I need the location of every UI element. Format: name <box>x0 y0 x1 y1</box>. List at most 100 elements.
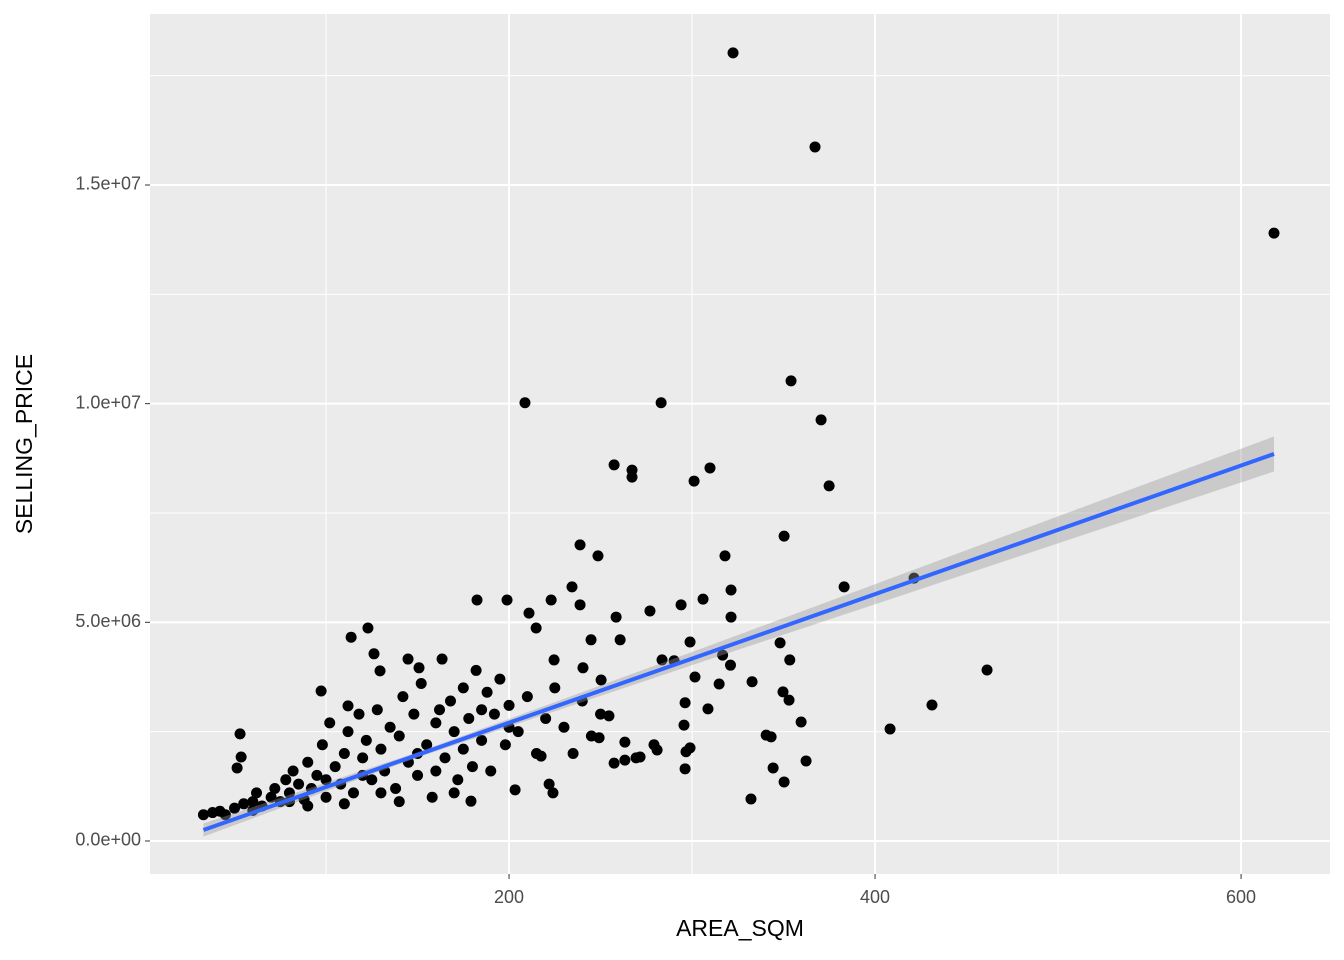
point <box>235 751 247 763</box>
point <box>725 611 737 623</box>
point <box>338 798 350 810</box>
point <box>719 550 731 562</box>
point <box>540 713 552 725</box>
point <box>371 704 383 716</box>
point <box>357 752 369 764</box>
point <box>390 783 402 795</box>
point <box>229 802 241 814</box>
point <box>519 397 531 409</box>
point <box>783 694 795 706</box>
point <box>746 676 758 688</box>
point <box>558 721 570 733</box>
point <box>412 769 424 781</box>
point <box>981 664 993 676</box>
point <box>608 757 620 769</box>
point <box>774 637 786 649</box>
point <box>375 787 387 799</box>
y-tick-label: 1.0e+07 <box>75 392 141 412</box>
point <box>393 796 405 808</box>
point <box>320 791 332 803</box>
point <box>342 700 354 712</box>
point <box>457 682 469 694</box>
point <box>713 678 725 690</box>
point <box>415 678 427 690</box>
point <box>366 774 378 786</box>
point <box>499 739 511 751</box>
point <box>338 748 350 760</box>
point <box>745 793 757 805</box>
point <box>549 682 561 694</box>
point <box>283 787 295 799</box>
point <box>767 762 779 774</box>
point <box>689 671 701 683</box>
point <box>393 730 405 742</box>
point <box>421 739 433 751</box>
point <box>680 746 692 758</box>
point <box>342 726 354 738</box>
point <box>375 743 387 755</box>
point <box>448 787 460 799</box>
point <box>610 611 622 623</box>
point <box>293 778 305 790</box>
point <box>368 648 380 660</box>
point <box>219 809 231 821</box>
point <box>543 778 555 790</box>
point <box>838 581 850 593</box>
point <box>656 654 668 666</box>
point <box>626 471 638 483</box>
y-tick-label: 0.0e+00 <box>75 830 141 850</box>
point <box>545 594 557 606</box>
point <box>466 761 478 773</box>
point <box>311 769 323 781</box>
point <box>471 594 483 606</box>
point <box>234 728 246 740</box>
point <box>675 599 687 611</box>
point <box>567 748 579 760</box>
point <box>384 721 396 733</box>
point <box>287 765 299 777</box>
point <box>238 798 250 810</box>
point <box>603 710 615 722</box>
x-tick-label: 200 <box>494 887 524 907</box>
point <box>457 743 469 755</box>
point <box>809 141 821 153</box>
point <box>434 704 446 716</box>
point <box>725 584 737 596</box>
point <box>630 752 642 764</box>
point <box>704 462 716 474</box>
point <box>548 654 560 666</box>
point <box>265 791 277 803</box>
fit-line <box>202 452 1275 832</box>
point <box>765 731 777 743</box>
point <box>436 653 448 665</box>
point <box>501 594 513 606</box>
point <box>439 752 451 764</box>
point <box>476 734 488 746</box>
point <box>777 686 789 698</box>
point <box>329 761 341 773</box>
point <box>494 673 506 685</box>
y-tick-label: 1.5e+07 <box>75 174 141 194</box>
point <box>320 774 332 786</box>
point <box>823 480 835 492</box>
point <box>778 776 790 788</box>
point <box>465 795 477 807</box>
point <box>523 607 535 619</box>
point <box>679 697 691 709</box>
point <box>426 791 438 803</box>
point <box>247 796 259 808</box>
point <box>574 599 586 611</box>
point <box>688 475 700 487</box>
point <box>717 649 729 661</box>
point <box>702 703 714 715</box>
point <box>697 593 709 605</box>
point <box>547 787 559 799</box>
point <box>430 765 442 777</box>
point <box>574 539 586 551</box>
point <box>727 47 739 59</box>
point <box>595 708 607 720</box>
point <box>521 691 533 703</box>
point <box>884 723 896 735</box>
point <box>577 662 589 674</box>
point <box>651 744 663 756</box>
